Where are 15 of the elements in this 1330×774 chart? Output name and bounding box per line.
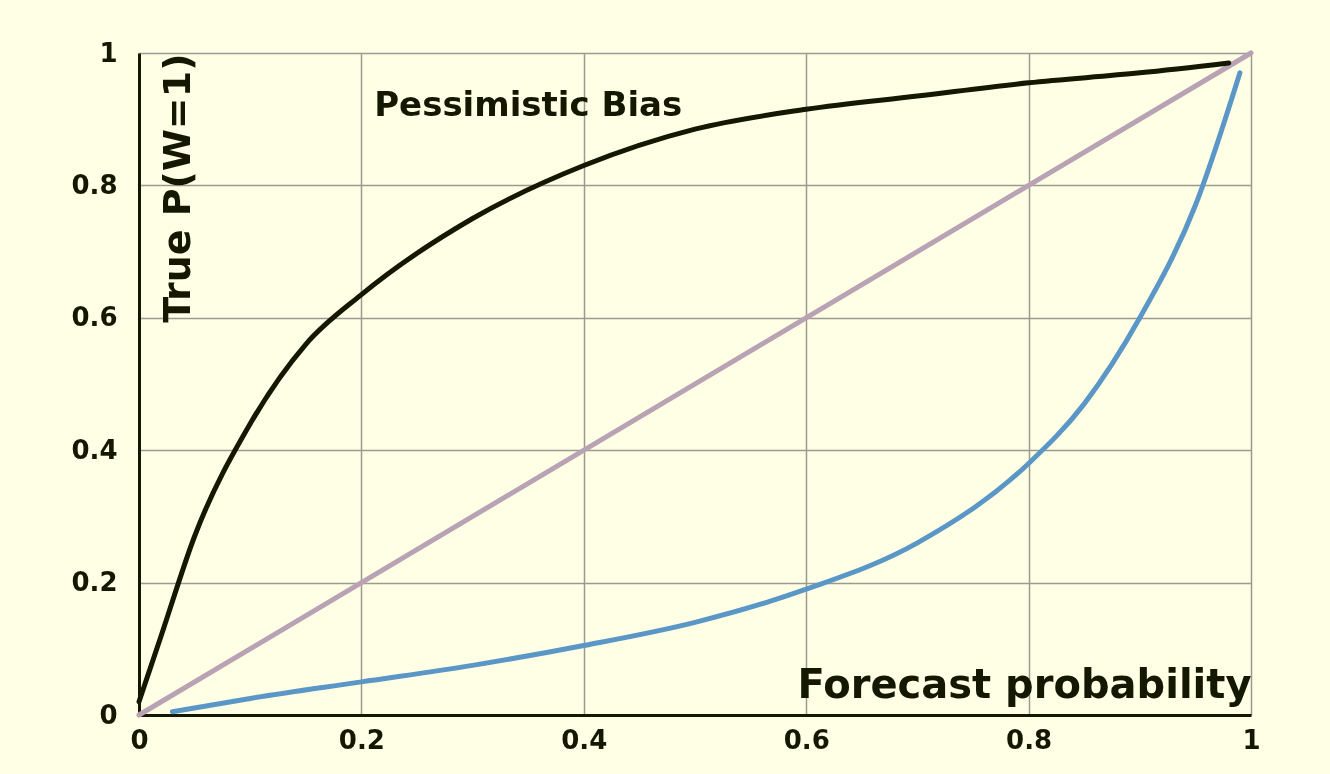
y-tick-label: 0 — [99, 699, 118, 730]
y-tick-label: 1 — [99, 37, 118, 68]
y-tick-label: 0.8 — [71, 169, 118, 200]
x-tick-label: 0.2 — [338, 724, 385, 755]
x-tick-label: 0.4 — [561, 724, 608, 755]
x-axis-title: Forecast probability — [797, 660, 1252, 707]
x-tick-label: 0.6 — [783, 724, 830, 755]
x-tick-label: 1 — [1242, 724, 1261, 755]
x-tick-label: 0 — [130, 724, 149, 755]
x-tick-label: 0.8 — [1006, 724, 1053, 755]
y-tick-label: 0.4 — [71, 434, 118, 465]
y-axis-title: True P(W=1) — [154, 53, 199, 323]
series-label: Pessimistic Bias — [374, 83, 683, 124]
y-tick-label: 0.6 — [71, 302, 118, 333]
y-tick-label: 0.2 — [71, 567, 118, 598]
